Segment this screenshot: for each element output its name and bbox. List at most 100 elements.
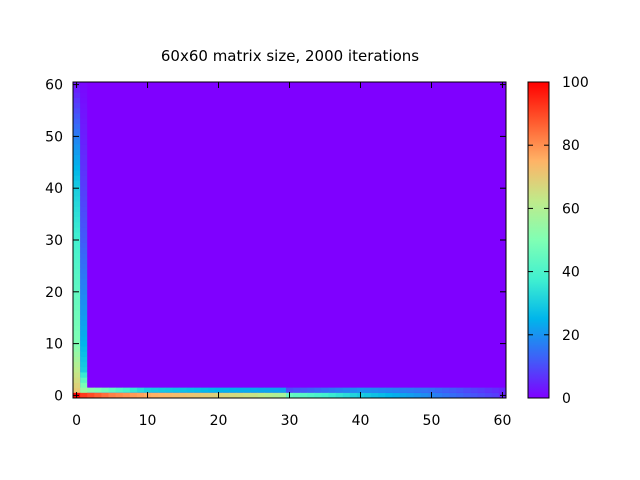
heatmap-cell: [73, 366, 81, 373]
heatmap-cell: [158, 387, 166, 393]
heatmap-cell: [80, 87, 88, 93]
heatmap-cell: [356, 387, 365, 393]
heatmap-cell: [406, 392, 415, 398]
heatmap-cell: [80, 299, 88, 306]
heatmap-cell: [73, 195, 81, 202]
heatmap-cell: [101, 387, 109, 393]
heatmap-cell: [80, 201, 88, 207]
heatmap-cell: [172, 392, 180, 398]
heatmap-cell: [420, 387, 429, 393]
heatmap-cell: [80, 372, 88, 378]
heatmap-cell: [80, 206, 88, 212]
x-axis: 0 10 20 30 40 50 60: [72, 82, 511, 429]
heatmap-cell: [243, 392, 251, 398]
y-tick-label: 20: [45, 285, 63, 301]
heatmap-cell: [80, 294, 88, 300]
heatmap-cell: [470, 392, 479, 398]
heatmap-cell: [172, 387, 180, 393]
heatmap-cell: [80, 382, 88, 389]
heatmap-cell: [80, 392, 88, 398]
heatmap-cell: [328, 387, 337, 393]
y-tick-label: 60: [45, 78, 63, 94]
heatmap-cell: [371, 387, 379, 393]
heatmap-cell: [80, 144, 88, 150]
heatmap-cell: [87, 392, 95, 398]
x-tick-label: 50: [423, 413, 441, 429]
heatmap-cell: [80, 361, 88, 368]
heatmap-cell: [229, 392, 237, 398]
heatmap-cell: [314, 387, 322, 393]
y-tick-label: 0: [54, 388, 63, 404]
heatmap-cell: [80, 170, 88, 176]
heatmap-cell: [80, 190, 88, 197]
heatmap-cell: [193, 392, 202, 398]
heatmap-cell: [314, 392, 322, 398]
heatmap-cell: [73, 118, 81, 124]
heatmap-cell: [80, 258, 88, 264]
heatmap-cell: [321, 387, 329, 393]
heatmap-cell: [73, 315, 81, 321]
heatmap-cell: [80, 149, 88, 155]
heatmap-cell: [73, 164, 81, 171]
x-tick-label: 0: [72, 413, 81, 429]
heatmap-cell: [449, 392, 457, 398]
heatmap-cell: [285, 387, 294, 393]
heatmap-cell: [378, 392, 386, 398]
heatmap-cell: [80, 227, 88, 233]
heatmap-cells: [73, 82, 507, 399]
heatmap-cell: [80, 325, 88, 332]
heatmap-cell: [80, 82, 88, 88]
heatmap-cell: [73, 123, 81, 130]
heatmap-cell: [193, 387, 202, 393]
heatmap-cell: [80, 309, 88, 316]
heatmap-cell: [80, 335, 88, 342]
heatmap-cell: [278, 392, 287, 398]
heatmap-cell: [250, 392, 258, 398]
heatmap-cell: [165, 387, 173, 393]
heatmap-cell: [73, 325, 81, 332]
heatmap-cell: [73, 170, 81, 176]
heatmap-cell: [179, 387, 187, 393]
heatmap-cell: [278, 387, 287, 393]
heatmap-cell: [321, 392, 329, 398]
heatmap-cell: [73, 216, 81, 223]
heatmap-cell: [80, 175, 88, 181]
y-tick-label: 10: [45, 337, 63, 353]
heatmap-cell: [73, 382, 81, 389]
heatmap-cell: [80, 102, 88, 109]
heatmap-cell: [73, 361, 81, 368]
heatmap-cell: [73, 278, 81, 285]
heatmap-cell: [80, 273, 88, 280]
heatmap-cell: [349, 392, 358, 398]
heatmap-cell: [136, 392, 145, 398]
y-tick-label: 30: [45, 233, 63, 249]
heatmap-cell: [214, 387, 223, 393]
colorbar-axis: 0 20 40 60 80 100: [528, 75, 589, 407]
heatmap-cell: [73, 102, 81, 109]
heatmap-cell: [73, 346, 81, 352]
heatmap-cell: [80, 366, 88, 373]
heatmap-cell: [115, 392, 124, 398]
heatmap-cell: [300, 392, 308, 398]
heatmap-cell: [342, 392, 351, 398]
heatmap-cell: [87, 387, 95, 393]
heatmap-cell: [349, 387, 358, 393]
heatmap-cell: [80, 284, 88, 290]
heatmap-cell: [73, 232, 81, 238]
heatmap-cell: [73, 175, 81, 181]
heatmap-cell: [73, 107, 81, 114]
heatmap-cell: [335, 387, 344, 393]
heatmap-cell: [73, 330, 81, 337]
heatmap-cell: [271, 392, 280, 398]
x-tick-label: 30: [281, 413, 299, 429]
heatmap-cell: [73, 97, 81, 104]
heatmap-cell: [420, 392, 429, 398]
heatmap-cell: [73, 92, 81, 98]
heatmap-cell: [186, 392, 195, 398]
heatmap-cell: [257, 387, 266, 393]
heatmap-background: [73, 82, 506, 398]
heatmap-cell: [399, 392, 408, 398]
heatmap-cell: [73, 377, 81, 383]
chart-title: 60x60 matrix size, 2000 iterations: [161, 47, 419, 65]
